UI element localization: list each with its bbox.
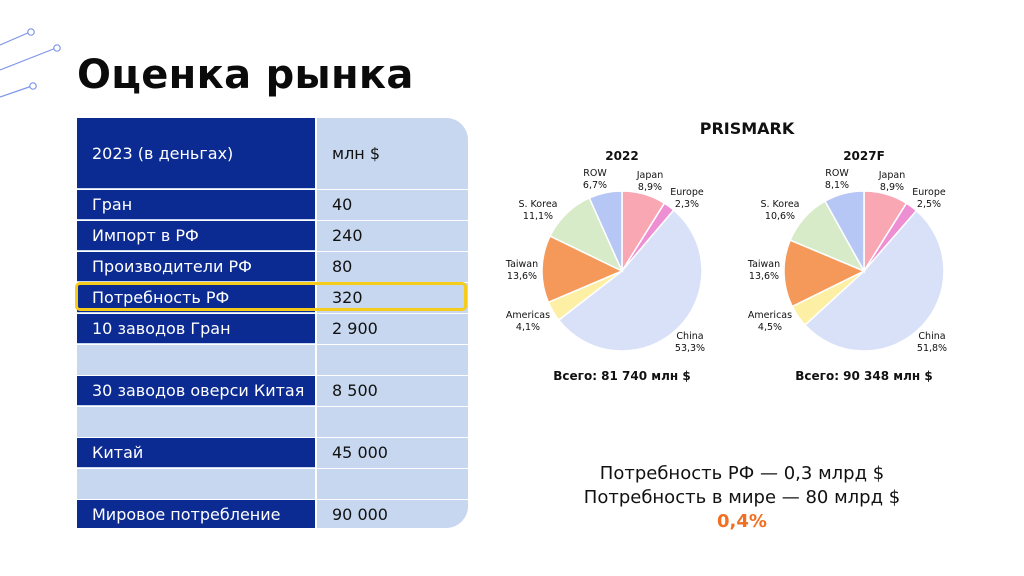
table-header-row: 2023 (в деньгах) млн $ [77,118,468,188]
pie-slice-taiwan [541,235,624,304]
table-header-label: 2023 (в деньгах) [77,118,315,188]
table-row-label: Мировое потребление [77,500,315,528]
slice-name-label: Americas [506,310,550,321]
chart-title: 2022 [605,149,638,163]
table-row-value [315,469,468,498]
highlight-frame [75,282,467,311]
page-title: Оценка рынка [77,52,414,98]
chart-total-label: Всего: 90 348 млн $ [795,369,932,383]
table-row-label: Гран [77,190,315,219]
table-row-value: 80 [315,252,468,281]
slice-value-label: 8,9% [638,182,662,193]
table-row-spacer [77,344,468,374]
table-row: Мировое потребление 90 000 [77,499,468,528]
pie-slice-china [803,209,945,352]
market-table: 2023 (в деньгах) млн $ Гран 40 Импорт в … [77,118,468,528]
source-label: PRISMARK [700,119,795,138]
slice-name-label: Japan [878,170,906,181]
table-row-value [315,407,468,436]
table-row-value: 45 000 [315,438,468,467]
table-row: 10 заводов Гран 2 900 [77,313,468,343]
table-row-label: 30 заводов оверси Китая [77,376,315,405]
table-header-value: млн $ [315,118,468,188]
slice-value-label: 4,5% [758,322,782,333]
slice-value-label: 13,6% [507,271,537,282]
note-line-world: Потребность в мире — 80 млрд $ [583,487,901,508]
table-row-value: 320 [315,283,468,312]
slice-name-label: China [676,331,703,342]
slice-value-label: 4,1% [516,322,540,333]
share-percent: 0,4% [717,511,767,532]
table-row: Производители РФ 80 [77,251,468,281]
slice-name-label: Taiwan [747,259,780,270]
table-row: Гран 40 [77,189,468,219]
table-row-label: Импорт в РФ [77,221,315,250]
slice-name-label: Europe [670,187,704,198]
table-column-divider [315,118,317,528]
pie-slice-china [557,208,703,352]
chart-title: 2027F [843,149,885,163]
slice-name-label: Japan [636,170,664,181]
table-row-value: 240 [315,221,468,250]
table-row-value [315,345,468,374]
slice-value-label: 8,1% [825,180,849,191]
table-row-label: Потребность РФ [77,283,315,312]
slice-name-label: Americas [748,310,792,321]
table-row-value: 2 900 [315,314,468,343]
chart-total-label: Всего: 81 740 млн $ [553,369,690,383]
pie-slice-taiwan [783,239,866,308]
table-row-label [77,407,315,436]
table-row-value: 40 [315,190,468,219]
decorative-network-lines [0,28,61,98]
table-row-label: 10 заводов Гран [77,314,315,343]
table-row-spacer [77,468,468,498]
slice-name-label: China [918,331,945,342]
table-row-label: Производители РФ [77,252,315,281]
slice-value-label: 13,6% [749,271,779,282]
slice-value-label: 11,1% [523,211,553,222]
slice-value-label: 10,6% [765,211,795,222]
slice-name-label: ROW [583,168,607,179]
slice-name-label: S. Korea [518,199,557,210]
table-row-highlighted: Потребность РФ 320 [77,282,468,312]
note-line-russia: Потребность РФ — 0,3 млрд $ [599,463,885,484]
slice-value-label: 2,5% [917,199,941,210]
slice-name-label: ROW [825,168,849,179]
table-row-value: 8 500 [315,376,468,405]
slice-value-label: 8,9% [880,182,904,193]
slice-name-label: S. Korea [760,199,799,210]
table-row-spacer [77,406,468,436]
table-row-value: 90 000 [315,500,468,528]
table-row-label [77,345,315,374]
summary-note: Потребность РФ — 0,3 млрд $ Потребность … [540,462,944,534]
slice-value-label: 6,7% [583,180,607,191]
slice-value-label: 53,3% [675,343,705,354]
table-row: Китай 45 000 [77,437,468,467]
pie-slice-row [588,190,623,272]
slice-name-label: Taiwan [505,259,538,270]
table-row: 30 заводов оверси Китая 8 500 [77,375,468,405]
table-row: Импорт в РФ 240 [77,220,468,250]
slice-name-label: Europe [912,187,946,198]
table-row-label: Китай [77,438,315,467]
slice-value-label: 51,8% [917,343,947,354]
table-row-label [77,469,315,498]
slice-value-label: 2,3% [675,199,699,210]
pie-slice-row [823,190,865,274]
